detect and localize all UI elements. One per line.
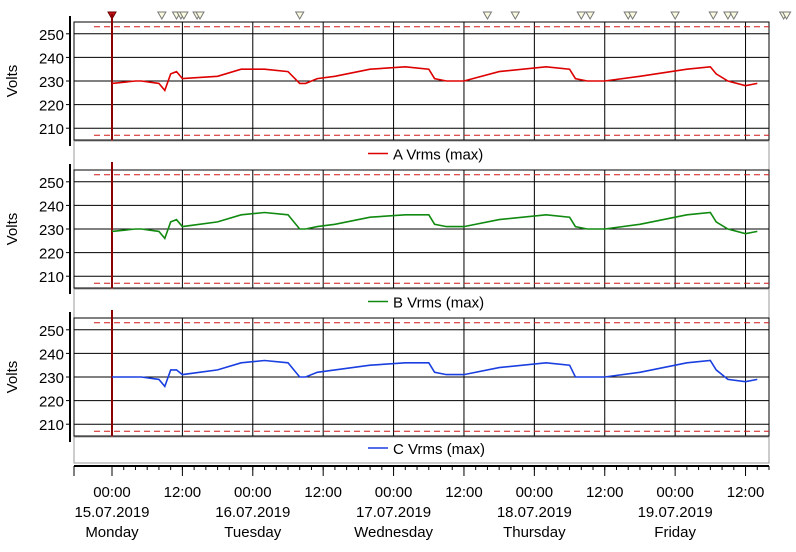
x-tick-date-label: 18.07.2019 (497, 504, 572, 521)
event-marker-icon (585, 11, 595, 21)
event-marker-icon (723, 11, 733, 21)
y-tick-label: 230 (39, 74, 64, 91)
x-tick-time-label: 00:00 (93, 484, 131, 501)
x-tick-time-label: 00:00 (656, 484, 694, 501)
x-tick-time-label: 00:00 (234, 484, 272, 501)
legend-label: A Vrms (max) (393, 147, 483, 164)
x-tick-date-label: 19.07.2019 (638, 504, 713, 521)
x-tick-day-label: Friday (654, 524, 696, 541)
series-line (112, 359, 758, 388)
event-marker-icon (708, 11, 719, 21)
x-tick-day-label: Monday (85, 524, 139, 541)
y-tick-label: 210 (39, 121, 64, 138)
x-tick-time-label: 12:00 (445, 484, 483, 501)
legend-box (73, 436, 770, 464)
y-tick-label: 240 (39, 346, 64, 363)
x-tick-time-label: 12:00 (586, 484, 624, 501)
event-marker-icon (781, 11, 792, 21)
event-marker-icon (482, 11, 493, 21)
x-tick-date-label: 16.07.2019 (215, 504, 290, 521)
y-tick-label: 240 (39, 50, 64, 67)
y-tick-label: 250 (39, 175, 64, 192)
y-tick-label: 250 (39, 27, 64, 44)
y-axis-label: Volts (4, 213, 21, 246)
event-marker-icon (157, 11, 167, 21)
event-marker-icon (294, 11, 305, 21)
x-tick-time-label: 00:00 (375, 484, 413, 501)
y-tick-label: 220 (39, 246, 64, 263)
y-tick-label: 210 (39, 417, 64, 434)
x-tick-time-label: 12:00 (727, 484, 765, 501)
x-tick-day-label: Thursday (503, 524, 566, 541)
y-axis-label: Volts (4, 65, 21, 98)
y-tick-label: 210 (39, 269, 64, 286)
event-marker-icon (510, 11, 521, 21)
x-tick-time-label: 00:00 (516, 484, 554, 501)
series-line (111, 211, 758, 240)
legend-label: B Vrms (max) (393, 295, 484, 312)
legend-box (73, 140, 770, 171)
x-tick-day-label: Tuesday (224, 524, 281, 541)
y-tick-label: 240 (39, 198, 64, 215)
y-tick-label: 230 (39, 222, 64, 239)
x-tick-day-label: Wednesday (354, 524, 433, 541)
legend-box (73, 288, 770, 319)
event-marker-icon (728, 11, 739, 21)
y-tick-label: 250 (39, 323, 64, 340)
event-marker-icon (195, 11, 205, 21)
x-tick-date-label: 15.07.2019 (74, 504, 149, 521)
event-marker-icon (576, 11, 587, 21)
event-marker-icon (627, 11, 638, 21)
x-tick-date-label: 17.07.2019 (356, 504, 431, 521)
event-marker-icon (670, 11, 681, 21)
y-tick-label: 220 (39, 98, 64, 115)
legend-label: C Vrms (max) (393, 441, 485, 458)
y-tick-label: 220 (39, 394, 64, 411)
x-tick-time-label: 12:00 (304, 484, 342, 501)
event-marker-icon (178, 11, 189, 21)
series-line (111, 65, 758, 92)
y-axis-label: Volts (4, 361, 21, 394)
x-tick-time-label: 12:00 (164, 484, 202, 501)
y-tick-label: 230 (39, 370, 64, 387)
